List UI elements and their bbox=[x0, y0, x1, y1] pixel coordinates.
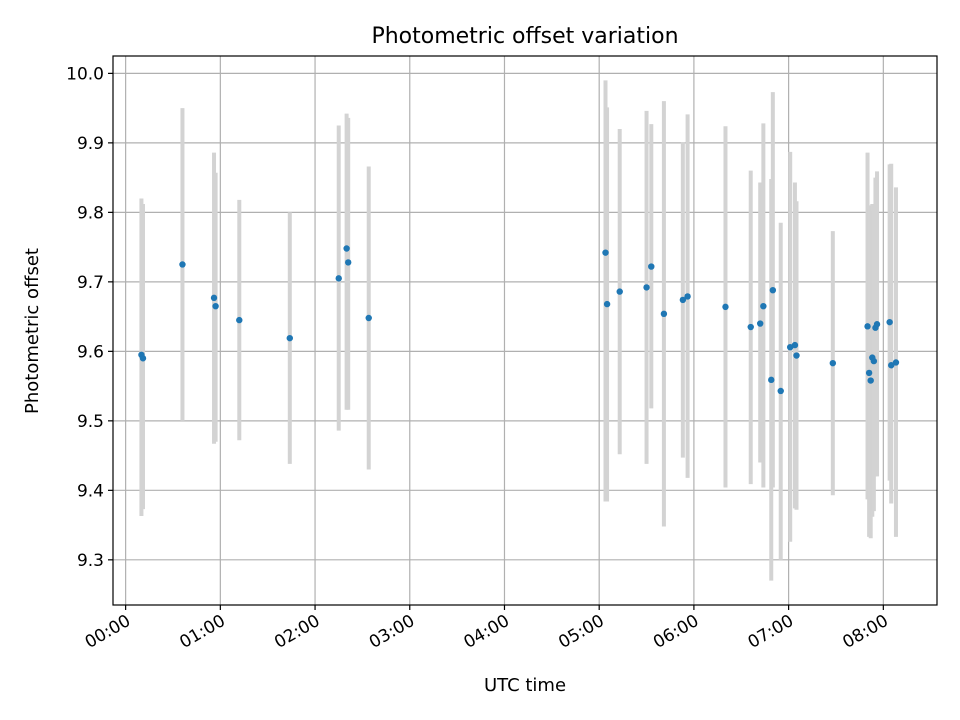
data-point bbox=[286, 334, 293, 342]
x-axis-label: UTC time bbox=[484, 675, 566, 696]
data-point bbox=[679, 296, 687, 304]
y-tick-label: 9.6 bbox=[77, 342, 104, 362]
y-tick-label: 10.0 bbox=[66, 64, 104, 84]
y-tick-label: 9.3 bbox=[77, 551, 104, 571]
data-point bbox=[643, 284, 650, 291]
data-point bbox=[769, 286, 777, 294]
data-point bbox=[865, 369, 873, 377]
data-point bbox=[793, 352, 800, 359]
data-point bbox=[684, 293, 691, 300]
data-point bbox=[660, 310, 668, 318]
data-point bbox=[870, 357, 878, 365]
data-point bbox=[179, 261, 186, 268]
data-point bbox=[760, 302, 767, 310]
y-tick-label: 9.9 bbox=[77, 134, 104, 154]
data-point bbox=[335, 275, 342, 282]
grid-lines bbox=[113, 56, 937, 605]
y-tick-label: 9.7 bbox=[77, 273, 104, 293]
y-tick-label: 9.8 bbox=[77, 203, 104, 223]
data-point bbox=[210, 294, 218, 302]
data-point bbox=[139, 355, 147, 362]
data-point bbox=[236, 316, 243, 324]
data-point bbox=[602, 249, 609, 256]
data-point bbox=[768, 376, 775, 384]
data-point bbox=[616, 288, 623, 295]
y-axis-label: Photometric offset bbox=[22, 248, 43, 414]
data-point bbox=[892, 359, 900, 366]
data-point bbox=[343, 245, 350, 252]
data-point bbox=[864, 323, 871, 330]
data-point bbox=[603, 300, 611, 308]
data-point bbox=[757, 320, 764, 327]
data-point bbox=[722, 303, 729, 311]
data-point bbox=[873, 321, 881, 328]
y-axis-ticks: 9.3 9.4 9.5 9.6 9.7 9.8 9.9 10.0 bbox=[66, 64, 113, 571]
data-point bbox=[648, 263, 655, 270]
plot-frame bbox=[112, 55, 938, 606]
data-point bbox=[867, 377, 874, 384]
data-point bbox=[345, 259, 352, 266]
data-point bbox=[212, 302, 219, 310]
data-point bbox=[777, 387, 784, 395]
y-tick-label: 9.5 bbox=[77, 412, 104, 432]
data-point bbox=[791, 341, 799, 349]
data-point bbox=[888, 362, 895, 369]
data-point bbox=[829, 359, 837, 367]
data-markers bbox=[138, 245, 900, 395]
y-tick-label: 9.4 bbox=[77, 481, 104, 501]
data-point bbox=[886, 318, 893, 326]
data-point bbox=[747, 323, 754, 331]
data-point bbox=[365, 314, 372, 322]
chart-title: Photometric offset variation bbox=[371, 24, 678, 49]
